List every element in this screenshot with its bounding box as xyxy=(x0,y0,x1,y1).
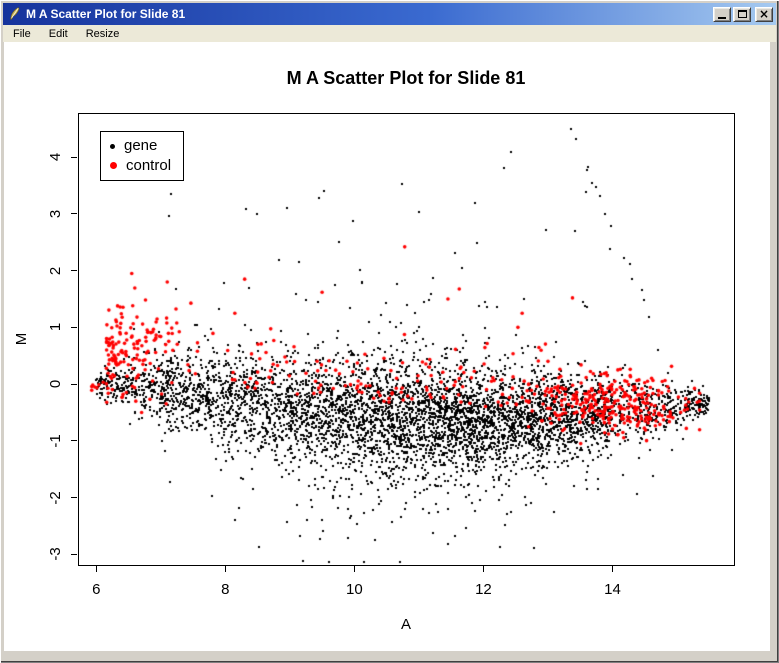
control-marker-icon xyxy=(110,162,117,170)
close-icon: × xyxy=(758,7,770,21)
window-title: M A Scatter Plot for Slide 81 xyxy=(26,7,186,21)
x-tick xyxy=(224,566,226,572)
x-tick-label: 6 xyxy=(92,581,101,598)
x-tick-label: 14 xyxy=(604,581,621,598)
x-axis-label: A xyxy=(400,616,411,633)
close-button[interactable]: × xyxy=(755,6,773,22)
y-tick xyxy=(71,553,77,555)
x-tick xyxy=(611,566,613,572)
legend-entry-control: control xyxy=(110,156,183,175)
x-tick xyxy=(482,566,484,572)
y-tick-label: 1 xyxy=(46,323,64,332)
legend: gene control xyxy=(100,131,184,181)
gene-marker-icon xyxy=(110,143,115,149)
menu-item-resize[interactable]: Resize xyxy=(85,27,120,40)
y-tick-label: 3 xyxy=(46,209,64,219)
y-tick xyxy=(71,156,77,158)
y-tick xyxy=(71,383,77,385)
legend-entry-gene: gene xyxy=(110,137,183,155)
plot-title: M A Scatter Plot for Slide 81 xyxy=(286,68,526,88)
minimize-button[interactable] xyxy=(713,6,731,22)
client-area: M A Scatter Plot for Slide 81 6 8 10 12 14 -3… xyxy=(4,42,770,651)
legend-label-control: control xyxy=(126,156,172,174)
x-tick xyxy=(353,566,355,572)
y-tick-label: 4 xyxy=(46,153,64,162)
y-tick xyxy=(71,213,77,215)
y-tick xyxy=(71,270,77,272)
y-tick-label: -3 xyxy=(46,547,64,561)
y-tick xyxy=(71,440,77,442)
plot-box xyxy=(78,113,735,566)
x-tick xyxy=(95,566,97,572)
x-tick-label: 8 xyxy=(221,581,230,598)
x-tick-label: 10 xyxy=(346,581,363,598)
maximize-button[interactable] xyxy=(733,6,751,22)
y-tick-label: -1 xyxy=(46,434,64,448)
y-tick xyxy=(71,326,77,328)
x-tick-label: 12 xyxy=(475,581,492,598)
maximize-icon xyxy=(737,10,747,18)
feather-icon xyxy=(10,7,20,20)
window-controls: × xyxy=(713,6,773,22)
titlebar[interactable]: M A Scatter Plot for Slide 81 × xyxy=(3,3,776,25)
minimize-icon xyxy=(718,17,726,19)
y-axis-label: M xyxy=(12,332,30,346)
y-tick-label: 2 xyxy=(46,266,64,275)
menubar: File Edit Resize xyxy=(3,25,776,42)
menu-item-file[interactable]: File xyxy=(13,27,31,40)
menu-item-edit[interactable]: Edit xyxy=(48,27,68,40)
y-tick-label: 0 xyxy=(46,379,64,389)
legend-label-gene: gene xyxy=(124,137,158,154)
y-tick-label: -2 xyxy=(46,490,64,505)
y-tick xyxy=(71,497,77,498)
